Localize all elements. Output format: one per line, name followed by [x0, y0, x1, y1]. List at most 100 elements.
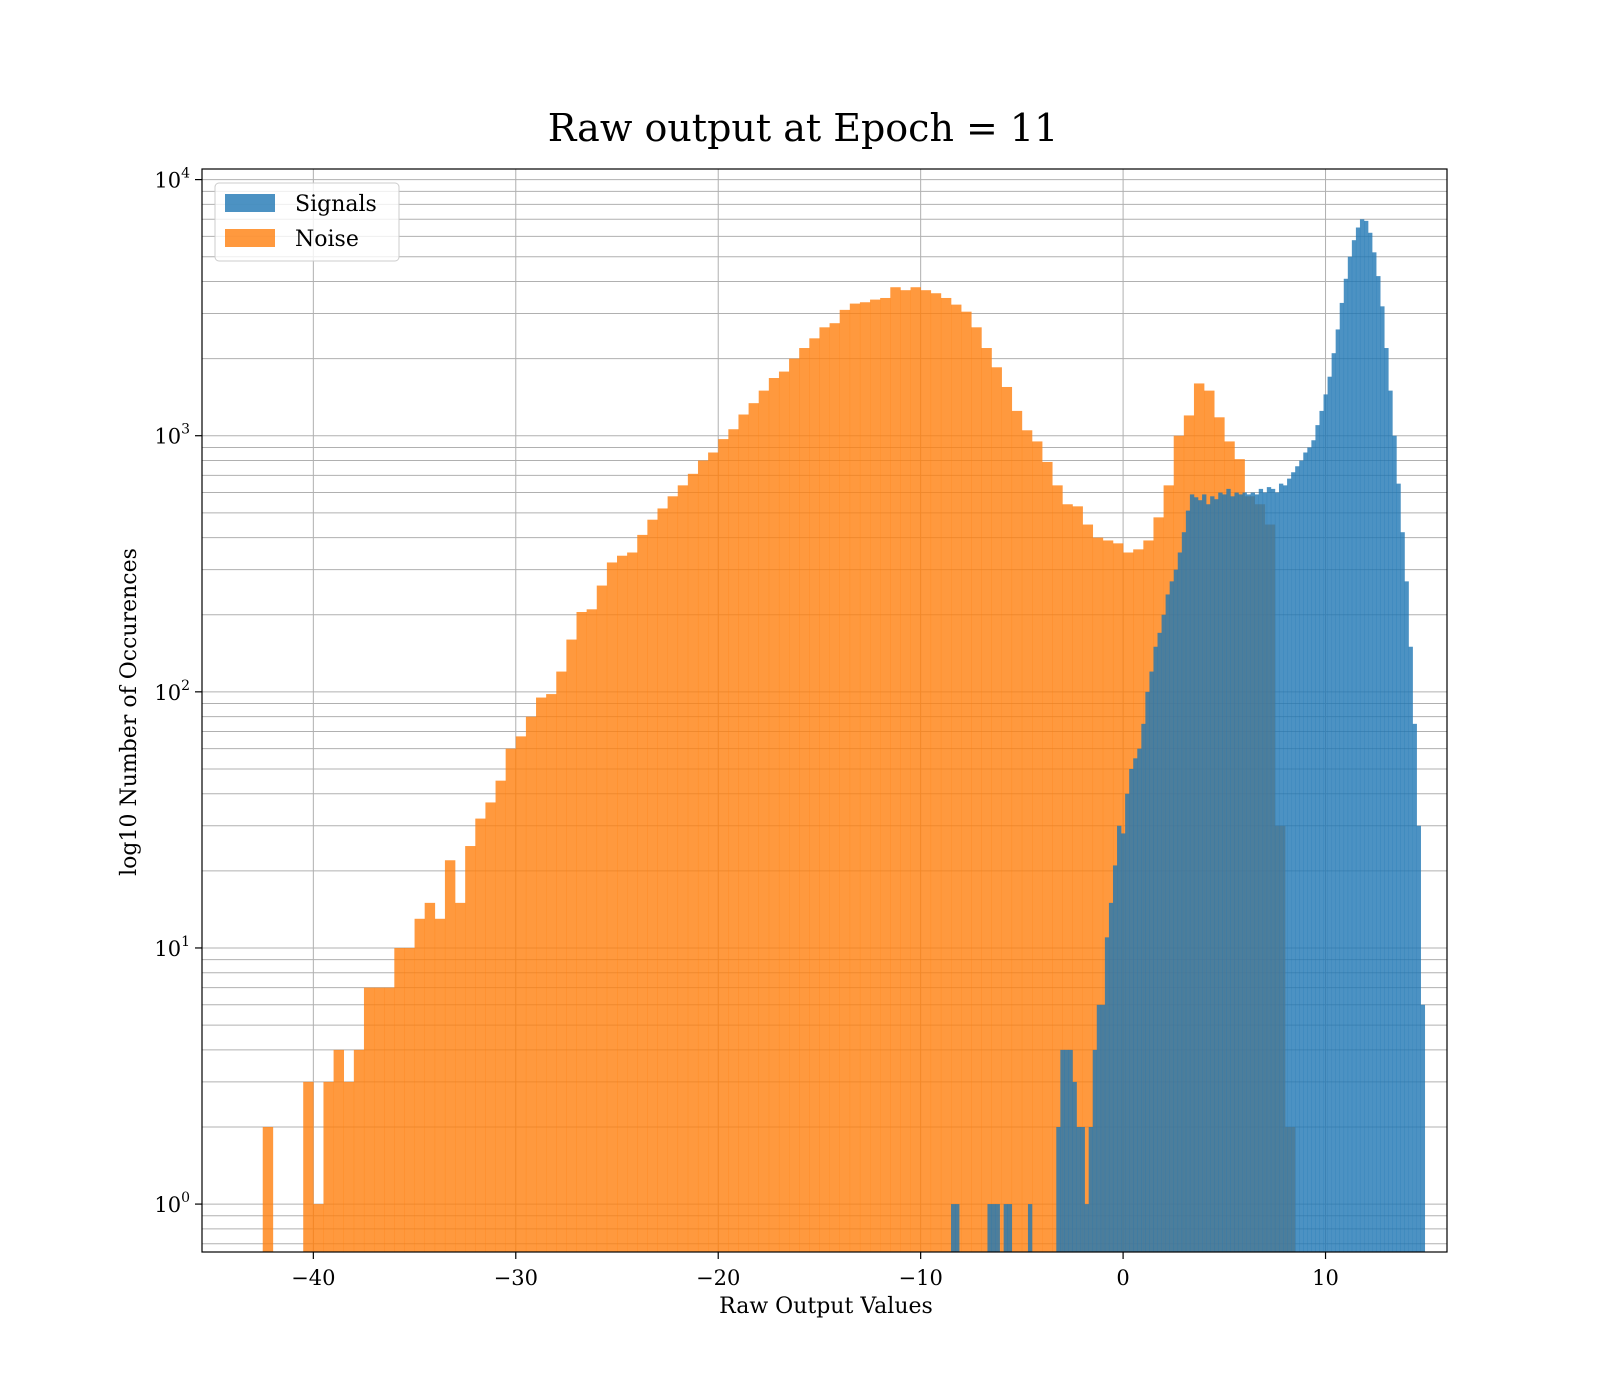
signals-bar: [1307, 447, 1312, 1252]
x-tick-label: −20: [696, 1266, 740, 1290]
noise-bar: [414, 918, 425, 1252]
noise-bar: [819, 327, 830, 1252]
signals-bar: [1420, 1004, 1426, 1252]
signals-bar: [1242, 492, 1247, 1252]
noise-bar: [738, 414, 749, 1252]
signals-bar: [1343, 278, 1349, 1252]
signals-bar: [1125, 793, 1130, 1252]
legend-swatch-noise: [225, 229, 275, 247]
signals-bar: [1104, 937, 1110, 1252]
y-axis-label: log10 Number of Occurences: [117, 548, 142, 876]
noise-bar: [799, 348, 810, 1252]
signals-bar: [1404, 581, 1409, 1252]
x-tick-label: 0: [1116, 1266, 1129, 1290]
noise-bar: [303, 1081, 314, 1252]
noise-bar: [505, 748, 517, 1252]
noise-bar: [576, 611, 587, 1252]
noise-bar: [667, 496, 679, 1253]
noise-bar: [687, 473, 699, 1252]
noise-bar: [697, 460, 709, 1252]
noise-bar: [789, 358, 800, 1252]
signals-bar: [1100, 1004, 1106, 1252]
signals-bar: [1185, 510, 1191, 1252]
signals-bar: [1250, 492, 1255, 1252]
noise-bar: [910, 287, 921, 1252]
noise-bar: [890, 287, 901, 1252]
signals-bar: [1096, 1004, 1102, 1252]
noise-bar: [384, 987, 395, 1252]
noise-bar: [839, 309, 851, 1253]
noise-bar: [870, 299, 881, 1252]
signals-bar: [1157, 632, 1162, 1252]
signals-bar: [1129, 768, 1134, 1252]
noise-bar: [495, 780, 506, 1252]
signals-bar: [1303, 452, 1308, 1252]
signals-bar: [1396, 483, 1401, 1252]
noise-bar: [920, 290, 932, 1253]
y-tick-label: 103: [154, 422, 190, 449]
noise-bar: [637, 534, 648, 1252]
noise-bar: [353, 1049, 365, 1252]
noise-bar: [778, 371, 790, 1253]
signals-bar: [1347, 256, 1353, 1253]
noise-bar: [677, 485, 689, 1252]
signals-bar: [1072, 1081, 1077, 1252]
noise-bar: [951, 304, 962, 1252]
signals-bar: [1327, 376, 1332, 1252]
signals-bar: [1400, 532, 1405, 1252]
signals-bar: [1380, 306, 1385, 1252]
signals-bar: [1392, 435, 1397, 1253]
noise-bar: [606, 562, 618, 1252]
signals-bar: [1007, 1204, 1013, 1252]
signals-bar: [1246, 494, 1251, 1252]
noise-bar: [566, 639, 577, 1252]
signals-bar: [1384, 348, 1389, 1252]
signals-bar: [1364, 220, 1369, 1253]
signals-bar: [1068, 1049, 1073, 1252]
signals-bar: [1177, 552, 1183, 1252]
x-axis-label: Raw Output Values: [719, 1294, 933, 1319]
noise-bar: [1011, 410, 1023, 1252]
signals-bar: [1359, 219, 1365, 1253]
noise-bar: [394, 947, 405, 1252]
legend-label-signals: Signals: [295, 192, 377, 217]
signals-bar: [1202, 494, 1207, 1252]
signals-bar: [1193, 497, 1199, 1252]
noise-bar: [596, 585, 608, 1252]
signals-bar: [951, 1204, 956, 1252]
signals-bar: [1287, 478, 1292, 1252]
signals-bar: [1266, 487, 1272, 1252]
noise-bar: [343, 1081, 355, 1252]
signals-bar: [1060, 1049, 1065, 1252]
noise-bar: [748, 403, 760, 1252]
signals-bar: [1408, 646, 1413, 1252]
noise-bar: [444, 860, 456, 1252]
noise-bar: [556, 671, 567, 1252]
noise-bar: [1032, 441, 1043, 1253]
y-tick-label: 102: [154, 678, 190, 705]
chart-title: Raw output at Epoch = 11: [548, 106, 1059, 150]
signals-bar: [1181, 532, 1187, 1252]
signals-bar: [995, 1204, 1000, 1252]
signals-bar: [1291, 472, 1296, 1252]
noise-bar: [809, 338, 820, 1253]
signals-bar: [1084, 1204, 1089, 1252]
signals-bar: [1368, 232, 1373, 1253]
signals-bar: [1351, 240, 1357, 1252]
signals-bar: [1064, 1049, 1069, 1252]
noise-bar: [404, 947, 415, 1252]
signals-bar: [1319, 410, 1324, 1252]
signals-bar: [1092, 1049, 1098, 1252]
signals-bar: [1108, 902, 1114, 1252]
signals-bar: [1299, 460, 1304, 1252]
noise-bar: [525, 716, 537, 1252]
signals-bar: [1145, 691, 1150, 1252]
signals-bar: [1218, 492, 1223, 1252]
noise-bar: [859, 302, 871, 1253]
legend: Signals Noise: [214, 182, 400, 262]
signals-bar: [1416, 825, 1421, 1252]
noise-bar: [849, 303, 861, 1252]
signals-bar: [1088, 1126, 1094, 1252]
x-tick-label: −40: [291, 1266, 335, 1290]
